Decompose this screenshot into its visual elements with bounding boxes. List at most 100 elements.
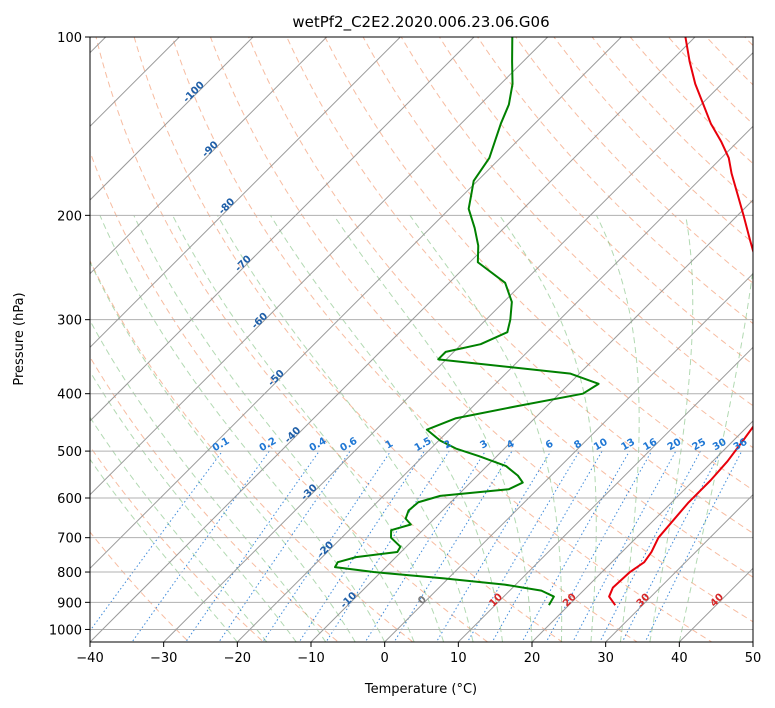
y-tick-label: 100 — [57, 31, 82, 46]
y-tick-label: 500 — [57, 445, 82, 460]
moist-adiabat-line — [649, 215, 694, 642]
mixing-ratio-line — [491, 450, 603, 642]
mixing-ratio-line — [218, 450, 351, 642]
moist-adiabat-line — [499, 215, 597, 642]
dry-adiabat-line — [515, 37, 753, 284]
moist-adiabat-line — [270, 215, 504, 642]
isotherm-gridline — [90, 37, 696, 642]
y-tick-label: 200 — [57, 209, 82, 224]
x-axis-title: Temperature (°C) — [364, 682, 477, 697]
mixing-ratio-line — [435, 450, 552, 642]
x-tick-label: −20 — [224, 651, 251, 666]
isotherm-gridline — [384, 272, 753, 642]
moist-adiabat-line — [217, 215, 474, 642]
y-axis-title: Pressure (hPa) — [12, 292, 27, 385]
dry-adiabat-line — [286, 37, 753, 534]
dry-adiabat-line — [248, 37, 753, 578]
x-axis-ticks: −40 −30 −20 −10 0 10 20 30 40 50 — [76, 642, 761, 666]
moist-adiabat-line — [596, 215, 640, 642]
moist-adiabat-line — [678, 265, 753, 642]
mixing-ratio-label: 1 — [384, 438, 396, 451]
plot-area — [90, 37, 753, 642]
dry-adiabat-line — [209, 37, 753, 623]
isotherm-gridline — [310, 199, 753, 642]
moist-adiabat-line — [90, 370, 297, 642]
y-axis-ticks: 100 200 300 400 500 600 700 800 900 1000 — [49, 31, 90, 638]
moist-adiabats — [90, 215, 753, 642]
mixing-ratio-label: 8 — [572, 438, 584, 451]
x-tick-label: 20 — [524, 651, 541, 666]
moist-adiabat-line — [133, 215, 415, 642]
dry-adiabat-line — [90, 531, 190, 642]
dry-adiabat-line — [95, 37, 564, 642]
plot-frame — [89, 36, 754, 643]
moist-adiabat-line — [99, 215, 386, 642]
y-tick-label: 600 — [57, 492, 82, 507]
chart-title: wetPf2_C2E2.2020.006.23.06.G06 — [292, 13, 549, 32]
isotherm-gridline — [90, 37, 328, 275]
dry-adiabat-line — [438, 37, 753, 366]
y-tick-label: 1000 — [49, 623, 82, 638]
dry-adiabat-line — [90, 259, 414, 642]
y-tick-label: 800 — [57, 566, 82, 581]
dry-adiabat-line — [553, 37, 753, 244]
isotherm-gridline — [90, 37, 622, 570]
sounding-profiles — [334, 37, 753, 606]
y-tick-label: 900 — [57, 596, 82, 611]
isotherm-gridlines — [90, 37, 753, 642]
dry-adiabat-line — [90, 356, 340, 642]
isotherm-gridline — [457, 346, 753, 642]
isotherm-gridline — [90, 37, 254, 201]
isotherm-gridline — [90, 37, 475, 422]
dry-adiabat-line — [667, 37, 753, 125]
mixing-ratio-label: 3 — [478, 438, 490, 451]
dry-adiabat-line — [133, 37, 638, 642]
isotherm-gridline — [90, 37, 401, 349]
isotherm-gridline — [605, 493, 753, 642]
isotherm-gridline — [163, 51, 753, 642]
mixing-ratio-line — [466, 450, 580, 642]
dry-adiabat-line — [477, 37, 753, 325]
x-tick-label: 10 — [450, 651, 467, 666]
x-tick-label: 30 — [597, 651, 614, 666]
y-tick-label: 400 — [57, 388, 82, 403]
mixing-ratio-line — [644, 450, 743, 642]
x-tick-label: 50 — [745, 651, 762, 666]
mixing-ratio-line — [131, 450, 270, 642]
moist-adiabat-line — [333, 215, 533, 642]
x-tick-label: −10 — [297, 651, 324, 666]
dry-adiabats — [90, 37, 753, 642]
isotherm-gridline — [90, 37, 549, 496]
y-tick-label: 300 — [57, 314, 82, 329]
mixing-ratio-line — [185, 450, 320, 642]
moist-adiabat-line — [172, 215, 445, 642]
isotherm-gridline — [236, 125, 753, 642]
moist-adiabat-line — [90, 260, 356, 642]
moist-adiabat-line — [409, 215, 563, 642]
mixing-ratio-label: 2 — [442, 438, 454, 451]
dry-adiabat-line — [591, 37, 753, 204]
mixing-ratio-line — [545, 450, 653, 642]
y-tick-label: 700 — [57, 532, 82, 547]
dewpoint-profile-line — [334, 37, 600, 606]
moist-adiabat-line — [90, 458, 238, 642]
mixing-ratio-line — [325, 450, 450, 642]
dry-adiabat-line — [362, 37, 753, 449]
mixing-ratio-label: 4 — [505, 438, 517, 451]
mixing-ratio-line — [262, 450, 392, 642]
isotherm-gridline — [531, 420, 753, 642]
mixing-ratio-line — [298, 450, 425, 642]
x-tick-label: −30 — [150, 651, 177, 666]
mixing-ratio-lines — [90, 450, 743, 642]
dry-adiabat-line — [400, 37, 753, 407]
moist-adiabat-line — [90, 416, 268, 642]
x-tick-label: −40 — [76, 651, 103, 666]
dry-adiabat-line — [171, 37, 713, 642]
mixing-ratio-label: 6 — [544, 438, 556, 451]
x-tick-label: 0 — [381, 651, 389, 666]
isobar-gridlines — [90, 37, 753, 630]
moist-adiabat-line — [90, 319, 327, 642]
temperature-profile-line — [608, 37, 753, 606]
